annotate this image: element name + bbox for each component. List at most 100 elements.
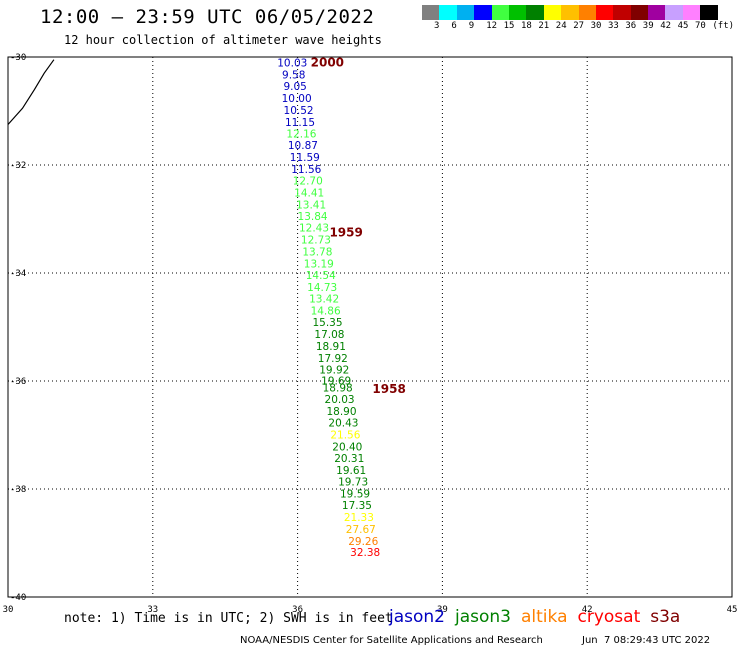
legend-item-altika: altika: [521, 607, 568, 627]
legend-item-jason2: jason2: [389, 607, 445, 627]
colorbar-swatch: [474, 5, 492, 20]
colorbar-swatch: [700, 5, 718, 20]
credit-text: NOAA/NESDIS Center for Satellite Applica…: [240, 635, 543, 646]
wave-height-value: 32.38: [350, 547, 380, 559]
wave-height-value: 20.31: [334, 453, 364, 465]
wave-height-value: 10.00: [282, 93, 312, 105]
wave-height-value: 13.42: [309, 293, 339, 305]
wave-height-value: 13.84: [298, 211, 328, 223]
colorbar-label: 36: [625, 21, 637, 31]
wave-height-value: 19.92: [319, 365, 349, 377]
plot-border: [7, 56, 733, 598]
colorbar-swatch: [595, 5, 614, 20]
colorbar-swatch: [613, 5, 631, 20]
wave-height-value: 19.61: [336, 465, 366, 477]
colorbar-label: 3: [434, 21, 440, 31]
colorbar-label: (ft): [712, 21, 735, 31]
time-label: 2000: [311, 55, 344, 69]
colorbar-label: 15: [503, 21, 515, 31]
map-subtitle: 12 hour collection of altimeter wave hei…: [64, 33, 382, 47]
colorbar-swatch: [561, 5, 579, 20]
wave-height-value: 27.67: [346, 524, 376, 536]
wave-height-labels: 10.039.589.0510.0010.5211.1512.1610.8711…: [277, 57, 380, 559]
wave-height-value: 17.92: [318, 353, 348, 365]
x-tick-label: 30: [3, 605, 14, 615]
wave-height-value: 13.78: [302, 246, 332, 258]
y-tick-label: -38: [10, 485, 26, 495]
time-labels: 2000 1959 1958: [311, 55, 406, 396]
colorbar-swatch: [665, 5, 683, 20]
tick-labels: 30 33 36 39 42 45 -30 -32 -34 -36 -38 -40: [3, 53, 738, 615]
colorbar-swatch: [648, 5, 666, 20]
legend-item-cryosat: cryosat: [577, 607, 641, 627]
gridlines: [8, 57, 732, 597]
wave-height-value: 10.87: [288, 140, 318, 152]
colorbar-swatch: [682, 5, 701, 20]
colorbar-label: 12: [486, 21, 498, 31]
colorbar-swatch: [508, 5, 527, 20]
colorbar-swatch: [543, 5, 562, 20]
coastline-path: [7, 59, 55, 125]
colorbar-label: 45: [677, 21, 689, 31]
colorbar-swatch: [578, 5, 596, 20]
colorbar-swatch: [439, 5, 457, 20]
colorbar-label: 30: [590, 21, 602, 31]
wave-height-value: 10.03: [277, 57, 307, 69]
wave-height-value: 20.03: [325, 394, 355, 406]
wave-height-value: 21.33: [344, 512, 374, 524]
wave-height-value: 19.73: [338, 476, 368, 488]
y-tick-label: -40: [10, 593, 26, 603]
colorbar-labels: 3 6 9 12 15 18 21 24 27 30 33 36 39 42 45 70 (ft): [422, 21, 740, 33]
wave-height-value: 14.41: [294, 188, 324, 200]
y-tick-label: -36: [10, 377, 26, 387]
time-label: 1958: [372, 382, 405, 396]
colorbar-swatch: [456, 5, 475, 20]
colorbar: [422, 5, 718, 20]
colorbar-swatch: [630, 5, 649, 20]
wave-height-value: 20.43: [328, 418, 358, 430]
x-tick-label: 33: [147, 605, 158, 615]
wave-height-value: 9.05: [283, 81, 306, 93]
wave-height-value: 12.73: [301, 235, 331, 247]
y-tick-label: -34: [10, 269, 26, 279]
wave-height-value: 11.56: [291, 164, 321, 176]
colorbar-label: 39: [642, 21, 654, 31]
wave-height-value: 20.40: [332, 441, 362, 453]
wave-height-value: 13.41: [296, 199, 326, 211]
colorbar-label: 70: [695, 21, 706, 31]
legend-item-jason3: jason3: [455, 607, 511, 627]
wave-height-value: 11.15: [285, 117, 315, 129]
plot-frame: [7, 56, 733, 598]
wave-height-value: 12.16: [286, 129, 316, 141]
colorbar-swatch: [526, 5, 544, 20]
colorbar-label: 6: [451, 21, 457, 31]
x-tick-label: 36: [292, 605, 303, 615]
note-text: note: 1) Time is in UTC; 2) SWH is in fe…: [64, 611, 393, 626]
colorbar-label: 21: [538, 21, 550, 31]
wave-height-value: 19.69: [321, 375, 351, 387]
colorbar-label: 27: [573, 21, 585, 31]
wave-height-value: 18.91: [316, 341, 346, 353]
wave-height-value: 17.08: [314, 329, 344, 341]
colorbar-swatch: [491, 5, 509, 20]
wave-height-value: 17.35: [342, 500, 372, 512]
generated-timestamp: Jun 7 08:29:43 UTC 2022: [582, 635, 711, 646]
legend-item-s3a: s3a: [650, 607, 681, 627]
colorbar-label: 9: [468, 21, 475, 31]
colorbar-label: 24: [555, 21, 567, 31]
wave-height-value: 9.58: [282, 69, 305, 81]
wave-height-value: 11.59: [290, 152, 320, 164]
satellite-legend: jason2 jason3 altika cryosat s3a: [389, 607, 690, 627]
wave-height-value: 10.52: [284, 105, 314, 117]
wave-height-value: 12.70: [293, 176, 323, 188]
x-tick-label: 45: [727, 605, 738, 615]
wave-height-value: 19.59: [340, 488, 370, 500]
wave-height-value: 14.86: [311, 305, 341, 317]
wave-height-value: 18.90: [326, 406, 356, 418]
colorbar-swatch: [422, 5, 440, 20]
wave-height-value: 29.26: [348, 536, 378, 548]
time-label: 1959: [329, 226, 362, 240]
wave-height-value: 12.43: [299, 223, 329, 235]
wave-height-value: 15.35: [312, 317, 342, 329]
